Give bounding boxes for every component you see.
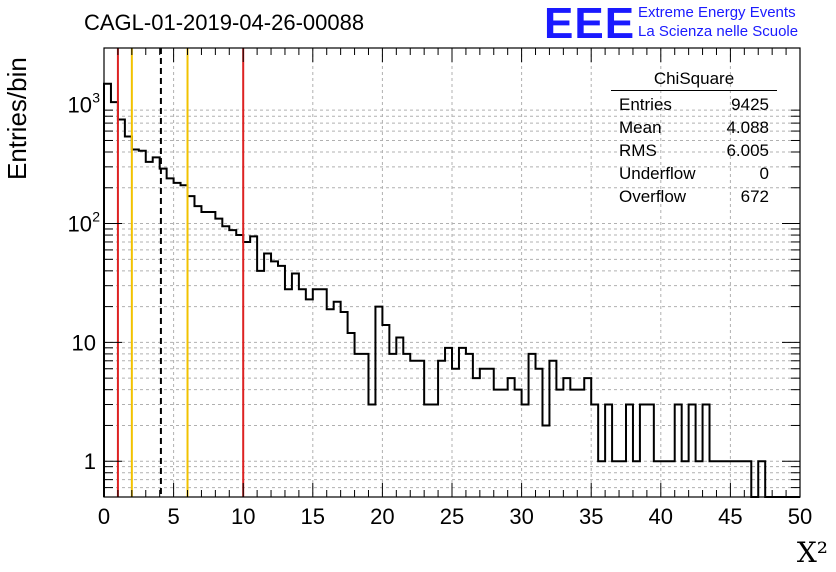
y-tick-label-exponent: 3 [92,90,100,106]
x-tick-label: 5 [167,504,179,529]
stats-value: 9425 [731,95,769,114]
y-axis-label: Entries/bin [2,57,32,180]
x-axis-label: Χ² [796,536,828,569]
stats-value: 6.005 [726,141,769,160]
histogram-outline [103,82,800,498]
x-tick-label: 45 [718,504,742,529]
x-tick-label: 40 [649,504,673,529]
stats-label: Mean [619,118,662,137]
stats-row: RMS 6.005 [611,139,777,162]
y-tick-label-exponent: 2 [92,209,100,225]
stats-row: Overflow 672 [611,185,777,208]
stats-value: 4.088 [726,118,769,137]
x-tick-label: 10 [231,504,255,529]
stats-box: ChiSquare Entries 9425 Mean 4.088 RMS 6.… [611,68,777,208]
x-tick-label: 35 [579,504,603,529]
x-tick-label: 25 [440,504,464,529]
x-tick-label: 30 [509,504,533,529]
x-tick-label: 0 [98,504,110,529]
logo-line-2: La Scienza nelle Scuole [638,23,799,40]
logo-line-1: Extreme Energy Events [638,4,796,21]
stats-label: Underflow [619,164,696,183]
chart-title: CAGL-01-2019-04-26-00088 [84,10,365,35]
stats-row: Underflow 0 [611,162,777,185]
stats-value: 0 [759,164,769,183]
stats-label: RMS [619,141,657,160]
stats-title: ChiSquare [611,68,777,91]
stats-label: Overflow [619,187,687,206]
x-tick-label: 50 [788,504,812,529]
y-tick-label: 1 [84,449,96,474]
stats-value: 672 [740,187,769,206]
y-tick-label: 10 [68,212,92,237]
y-tick-label: 10 [68,93,92,118]
stats-label: Entries [619,95,672,114]
stats-row: Entries 9425 [611,93,777,116]
x-tick-label: 20 [370,504,394,529]
x-tick-label: 15 [301,504,325,529]
y-tick-label: 10 [72,330,96,355]
stats-row: Mean 4.088 [611,116,777,139]
logo-mark: EEE [544,0,636,48]
